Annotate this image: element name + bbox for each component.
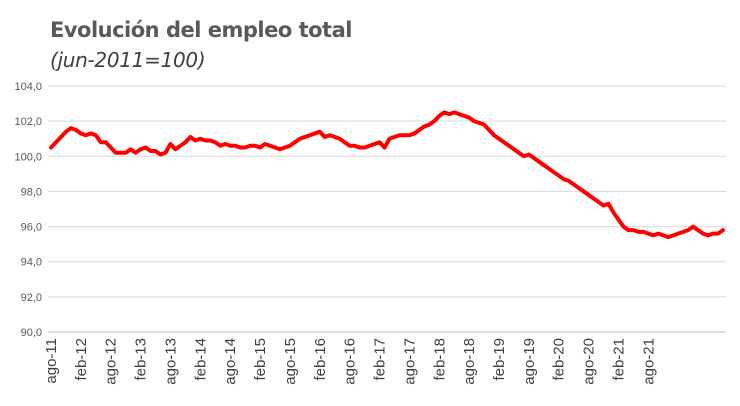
y-tick-label: 96,0 <box>21 222 42 234</box>
x-tick-label: ago-15 <box>282 338 299 385</box>
y-tick-label: 100,0 <box>14 151 42 163</box>
x-tick-label: feb-19 <box>491 338 508 381</box>
series-group <box>49 110 725 240</box>
y-axis-ticks: 90,0 92,0 94,0 96,0 98,0 100,0 102,0 104,0 <box>14 81 42 339</box>
y-tick-label: 98,0 <box>21 186 42 198</box>
y-tick-label: 104,0 <box>14 81 42 93</box>
x-tick-label: feb-18 <box>431 338 448 381</box>
x-tick-label: feb-16 <box>312 338 329 381</box>
x-tick-label: feb-14 <box>192 338 209 381</box>
x-tick-label: ago-17 <box>401 338 418 385</box>
x-tick-label: ago-11 <box>43 338 60 384</box>
y-tick-label: 94,0 <box>21 257 42 269</box>
x-tick-label: feb-21 <box>610 338 627 381</box>
y-tick-label: 102,0 <box>14 116 42 128</box>
x-tick-label: ago-13 <box>162 338 179 385</box>
x-tick-label: ago-18 <box>461 338 478 385</box>
chart-subtitle: (jun-2011=100) <box>50 48 206 72</box>
x-tick-label: ago-12 <box>103 338 120 385</box>
x-tick-label: feb-15 <box>252 338 269 381</box>
x-tick-label: ago-19 <box>521 338 538 385</box>
y-tick-label: 90,0 <box>21 327 42 339</box>
x-tick-label: ago-21 <box>640 338 657 385</box>
x-tick-label: feb-13 <box>133 338 150 381</box>
x-axis-ticks: ago-11 feb-12 ago-12 feb-13 ago-13 feb-14 ago-… <box>43 338 657 385</box>
x-tick-label: feb-17 <box>372 338 389 381</box>
x-tick-label: feb-12 <box>73 338 90 381</box>
gridlines <box>48 85 726 333</box>
x-tick-label: ago-20 <box>581 338 598 385</box>
series-line-empleo <box>49 110 725 240</box>
x-tick-label: ago-16 <box>342 338 359 385</box>
chart-title: Evolución del empleo total <box>50 18 352 42</box>
x-tick-label: feb-20 <box>551 338 568 381</box>
x-tick-label: ago-14 <box>222 338 239 385</box>
y-tick-label: 92,0 <box>21 292 42 304</box>
